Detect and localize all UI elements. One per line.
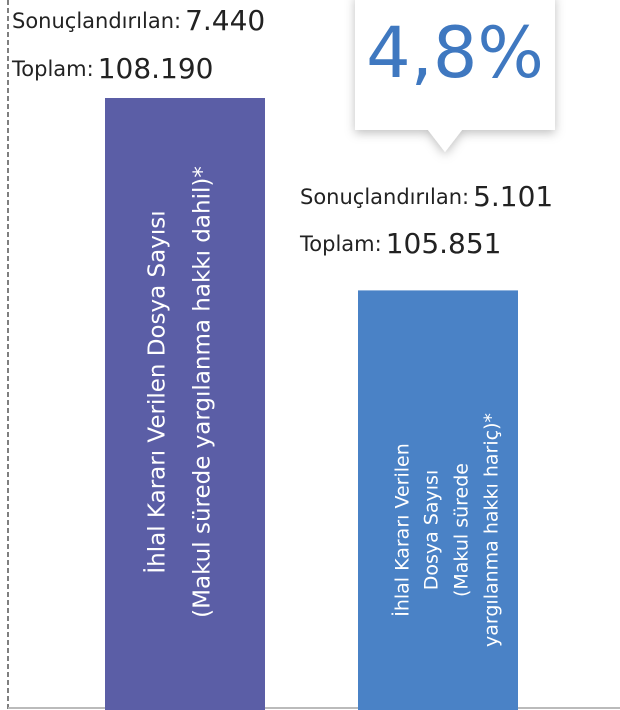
total-annotation: Toplam: 105.851 <box>299 227 501 260</box>
category-label: (Makul sürede yargılanma hakkı dahil)* <box>190 166 216 618</box>
callout-box <box>355 0 555 152</box>
value-name: Sonuçlandırılan: <box>300 185 469 209</box>
total-label: 105.851 <box>386 227 502 260</box>
bar <box>105 98 265 710</box>
category-label: Dosya Sayısı <box>421 470 443 591</box>
bar <box>358 290 518 710</box>
total-label: 108.190 <box>98 52 214 85</box>
total-annotation: Toplam: 108.190 <box>11 52 213 85</box>
value-label: 7.440 <box>185 4 265 37</box>
value-label: 5.101 <box>473 180 553 213</box>
category-label: (Makul sürede <box>451 463 473 597</box>
category-label: İhlal Kararı Verilen Dosya Sayısı <box>143 210 171 573</box>
callout-label: 4,8% <box>366 12 544 94</box>
value-annotation: Sonuçlandırılan: 7.440 <box>12 4 265 37</box>
value-name: Sonuçlandırılan: <box>12 9 181 33</box>
category-label: yargılanma hakkı hariç)* <box>481 413 503 647</box>
category-label: İhlal Kararı Verilen <box>391 443 414 617</box>
total-name: Toplam: <box>299 232 382 256</box>
total-name: Toplam: <box>11 57 94 81</box>
value-annotation: Sonuçlandırılan: 5.101 <box>300 180 553 213</box>
